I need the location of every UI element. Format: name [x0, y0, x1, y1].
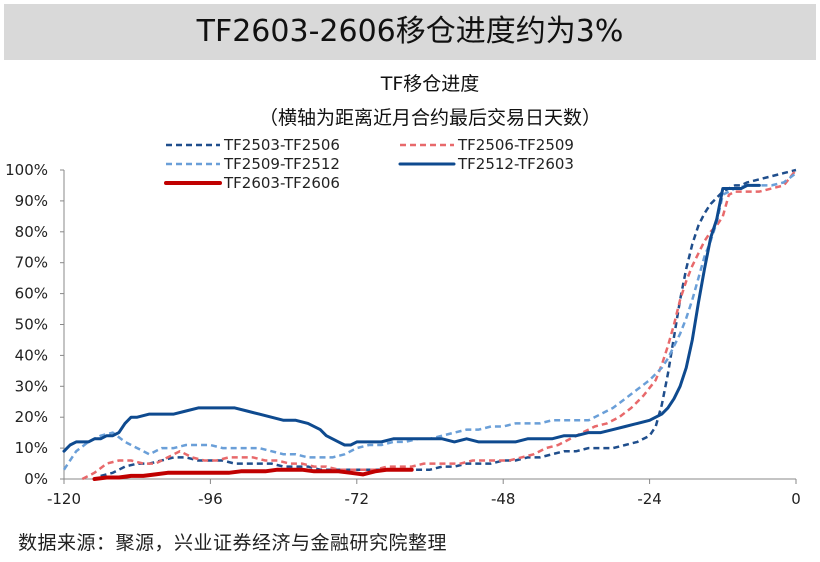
- y-tick-label: 10%: [15, 439, 48, 457]
- y-tick-label: 50%: [15, 316, 48, 334]
- series-line-tf2503-tf2506: [100, 168, 797, 478]
- legend-label: TF2509-TF2512: [223, 155, 340, 173]
- plot-area: [62, 168, 797, 481]
- x-tick-label: -96: [198, 490, 223, 508]
- legend-label: TF2503-TF2506: [223, 136, 340, 154]
- x-tick-label: 0: [791, 490, 801, 508]
- chart-title: TF移仓进度: [380, 73, 480, 95]
- x-tick-label: -72: [345, 490, 370, 508]
- y-tick-label: 0%: [24, 470, 48, 488]
- y-tick-label: 80%: [15, 223, 48, 241]
- source-note: 数据来源：聚源，兴业证券经济与金融研究院整理: [18, 532, 448, 554]
- series-line-tf2509-tf2512: [62, 172, 797, 471]
- y-tick-label: 70%: [15, 254, 48, 272]
- series-line-tf2506-tf2509: [81, 169, 797, 481]
- y-tick-label: 90%: [15, 192, 48, 210]
- legend-label: TF2603-TF2606: [223, 174, 340, 192]
- y-tick-label: 20%: [15, 408, 48, 426]
- title-banner: TF2603-2606移仓进度约为3%: [4, 4, 816, 60]
- y-tick-label: 40%: [15, 346, 48, 364]
- x-axis: -120 -96 -72 -48 -24 0: [47, 478, 801, 508]
- chart: TF移仓进度 （横轴为距离近月合约最后交易日天数） TF2503-TF2506 T…: [5, 73, 801, 508]
- y-tick-label: 30%: [15, 377, 48, 395]
- series-line-tf2512-tf2603: [62, 183, 761, 453]
- x-tick-label: -120: [47, 490, 81, 508]
- y-tick-label: 100%: [5, 161, 48, 179]
- page-title: TF2603-2606移仓进度约为3%: [196, 14, 624, 49]
- x-tick-label: -48: [491, 490, 516, 508]
- y-axis: 0% 10% 20% 30% 40% 50% 60% 70% 80% 90% 100%: [5, 161, 65, 488]
- series-line-tf2603-tf2606: [92, 467, 414, 481]
- legend-label: TF2512-TF2603: [457, 155, 574, 173]
- legend-label: TF2506-TF2509: [457, 136, 574, 154]
- chart-subtitle: （横轴为距离近月合约最后交易日天数）: [259, 107, 601, 129]
- y-tick-label: 60%: [15, 285, 48, 303]
- x-tick-label: -24: [637, 490, 662, 508]
